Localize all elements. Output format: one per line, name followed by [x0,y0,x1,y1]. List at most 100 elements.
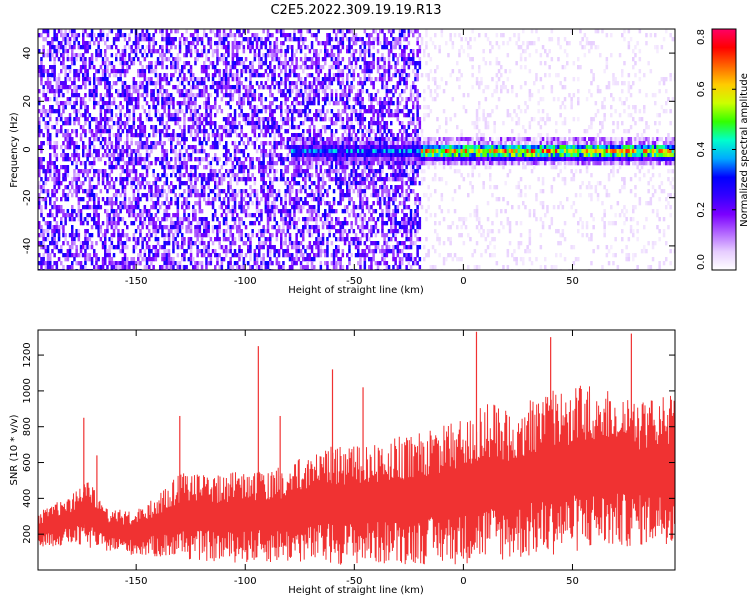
heatmap-cell [266,249,270,254]
heatmap-cell [260,241,263,246]
heatmap-cell [141,53,144,58]
heatmap-cell [348,41,351,46]
heatmap-cell [198,233,202,238]
heatmap-cell [269,45,272,50]
heatmap-cell [84,57,87,62]
heatmap-cell [176,85,180,90]
heatmap-cell [216,181,219,186]
heatmap-cell [148,45,151,50]
heatmap-cell [84,233,87,238]
heatmap-cell [104,85,107,90]
heatmap-cell [216,93,219,98]
heatmap-cell [123,69,127,74]
heatmap-cell [271,109,274,114]
heatmap-cell [183,265,186,270]
heatmap-cell [68,265,72,270]
heatmap-cell [139,125,142,130]
heatmap-cell [75,101,78,106]
heatmap-cell [53,61,56,66]
heatmap-cell [227,133,230,138]
heatmap-cell [251,157,254,162]
heatmap-cell [321,149,325,154]
heatmap-cell [299,57,303,62]
heatmap-cell [207,77,210,82]
heatmap-cell [203,253,206,258]
heatmap-cell [189,189,193,194]
heatmap-cell [277,193,281,198]
heatmap-cell [302,265,305,270]
heatmap-cell [172,261,175,266]
heatmap-cell [119,193,122,198]
heatmap-cell [178,45,182,50]
heatmap-cell [117,213,120,218]
heatmap-cell [251,233,254,238]
heatmap-cell [60,261,63,266]
heatmap-cell [126,69,129,74]
heatmap-cell [126,129,129,134]
heatmap-cell [82,153,85,158]
heatmap-cell [207,233,210,238]
heatmap-cell [266,201,270,206]
heatmap-cell [141,69,144,74]
heatmap-cell [308,257,312,262]
heatmap-cell [251,229,254,234]
heatmap-cell [247,97,250,102]
heatmap-cell [284,129,287,134]
heatmap-cell [46,161,50,166]
heatmap-cell [141,257,144,262]
heatmap-cell [77,53,81,58]
heatmap-cell [62,213,65,218]
heatmap-cell [286,209,290,214]
heatmap-cell [154,201,158,206]
heatmap-cell [150,193,153,198]
heatmap-cell [295,153,298,158]
heatmap-cell [104,81,107,86]
heatmap-cell [352,201,356,206]
heatmap-cell [203,65,206,70]
heatmap-cell [350,221,353,226]
heatmap-cell [90,37,94,42]
heatmap-cell [95,129,98,134]
heatmap-cell [115,89,118,94]
heatmap-cell [97,217,100,222]
heatmap-cell [216,261,219,266]
heatmap-cell [313,137,316,142]
heatmap-cell [291,117,294,122]
heatmap-cell [339,37,342,42]
heatmap-cell [170,261,173,266]
heatmap-cell [328,69,331,74]
heatmap-cell [66,89,70,94]
heatmap-cell [310,145,314,150]
heatmap-cell [93,33,96,38]
heatmap-cell [324,93,327,98]
heatmap-cell [330,205,334,210]
heatmap-cell [249,253,252,258]
heatmap-cell [284,117,287,122]
heatmap-cell [68,85,72,90]
heatmap-cell [139,121,142,126]
heatmap-cell [260,233,263,238]
heatmap-cell [117,105,120,110]
heatmap-cell [55,145,59,150]
heatmap-cell [128,97,131,102]
heatmap-cell [225,153,228,158]
heatmap-cell [339,185,342,190]
heatmap-cell [97,257,100,262]
heatmap-cell [84,121,87,126]
heatmap-cell [319,169,323,174]
heatmap-cell [233,117,237,122]
heatmap-cell [332,177,336,182]
heatmap-cell [288,253,292,258]
heatmap-cell [154,109,158,114]
heatmap-cell [101,105,105,110]
heatmap-cell [137,93,140,98]
heatmap-cell [137,117,140,122]
heatmap-cell [145,213,149,218]
heatmap-cell [247,89,250,94]
heatmap-cell [280,161,283,166]
heatmap-cell [40,57,43,62]
heatmap-cell [97,137,100,142]
heatmap-cell [264,97,268,102]
heatmap-cell [134,89,138,94]
heatmap-cell [152,89,155,94]
